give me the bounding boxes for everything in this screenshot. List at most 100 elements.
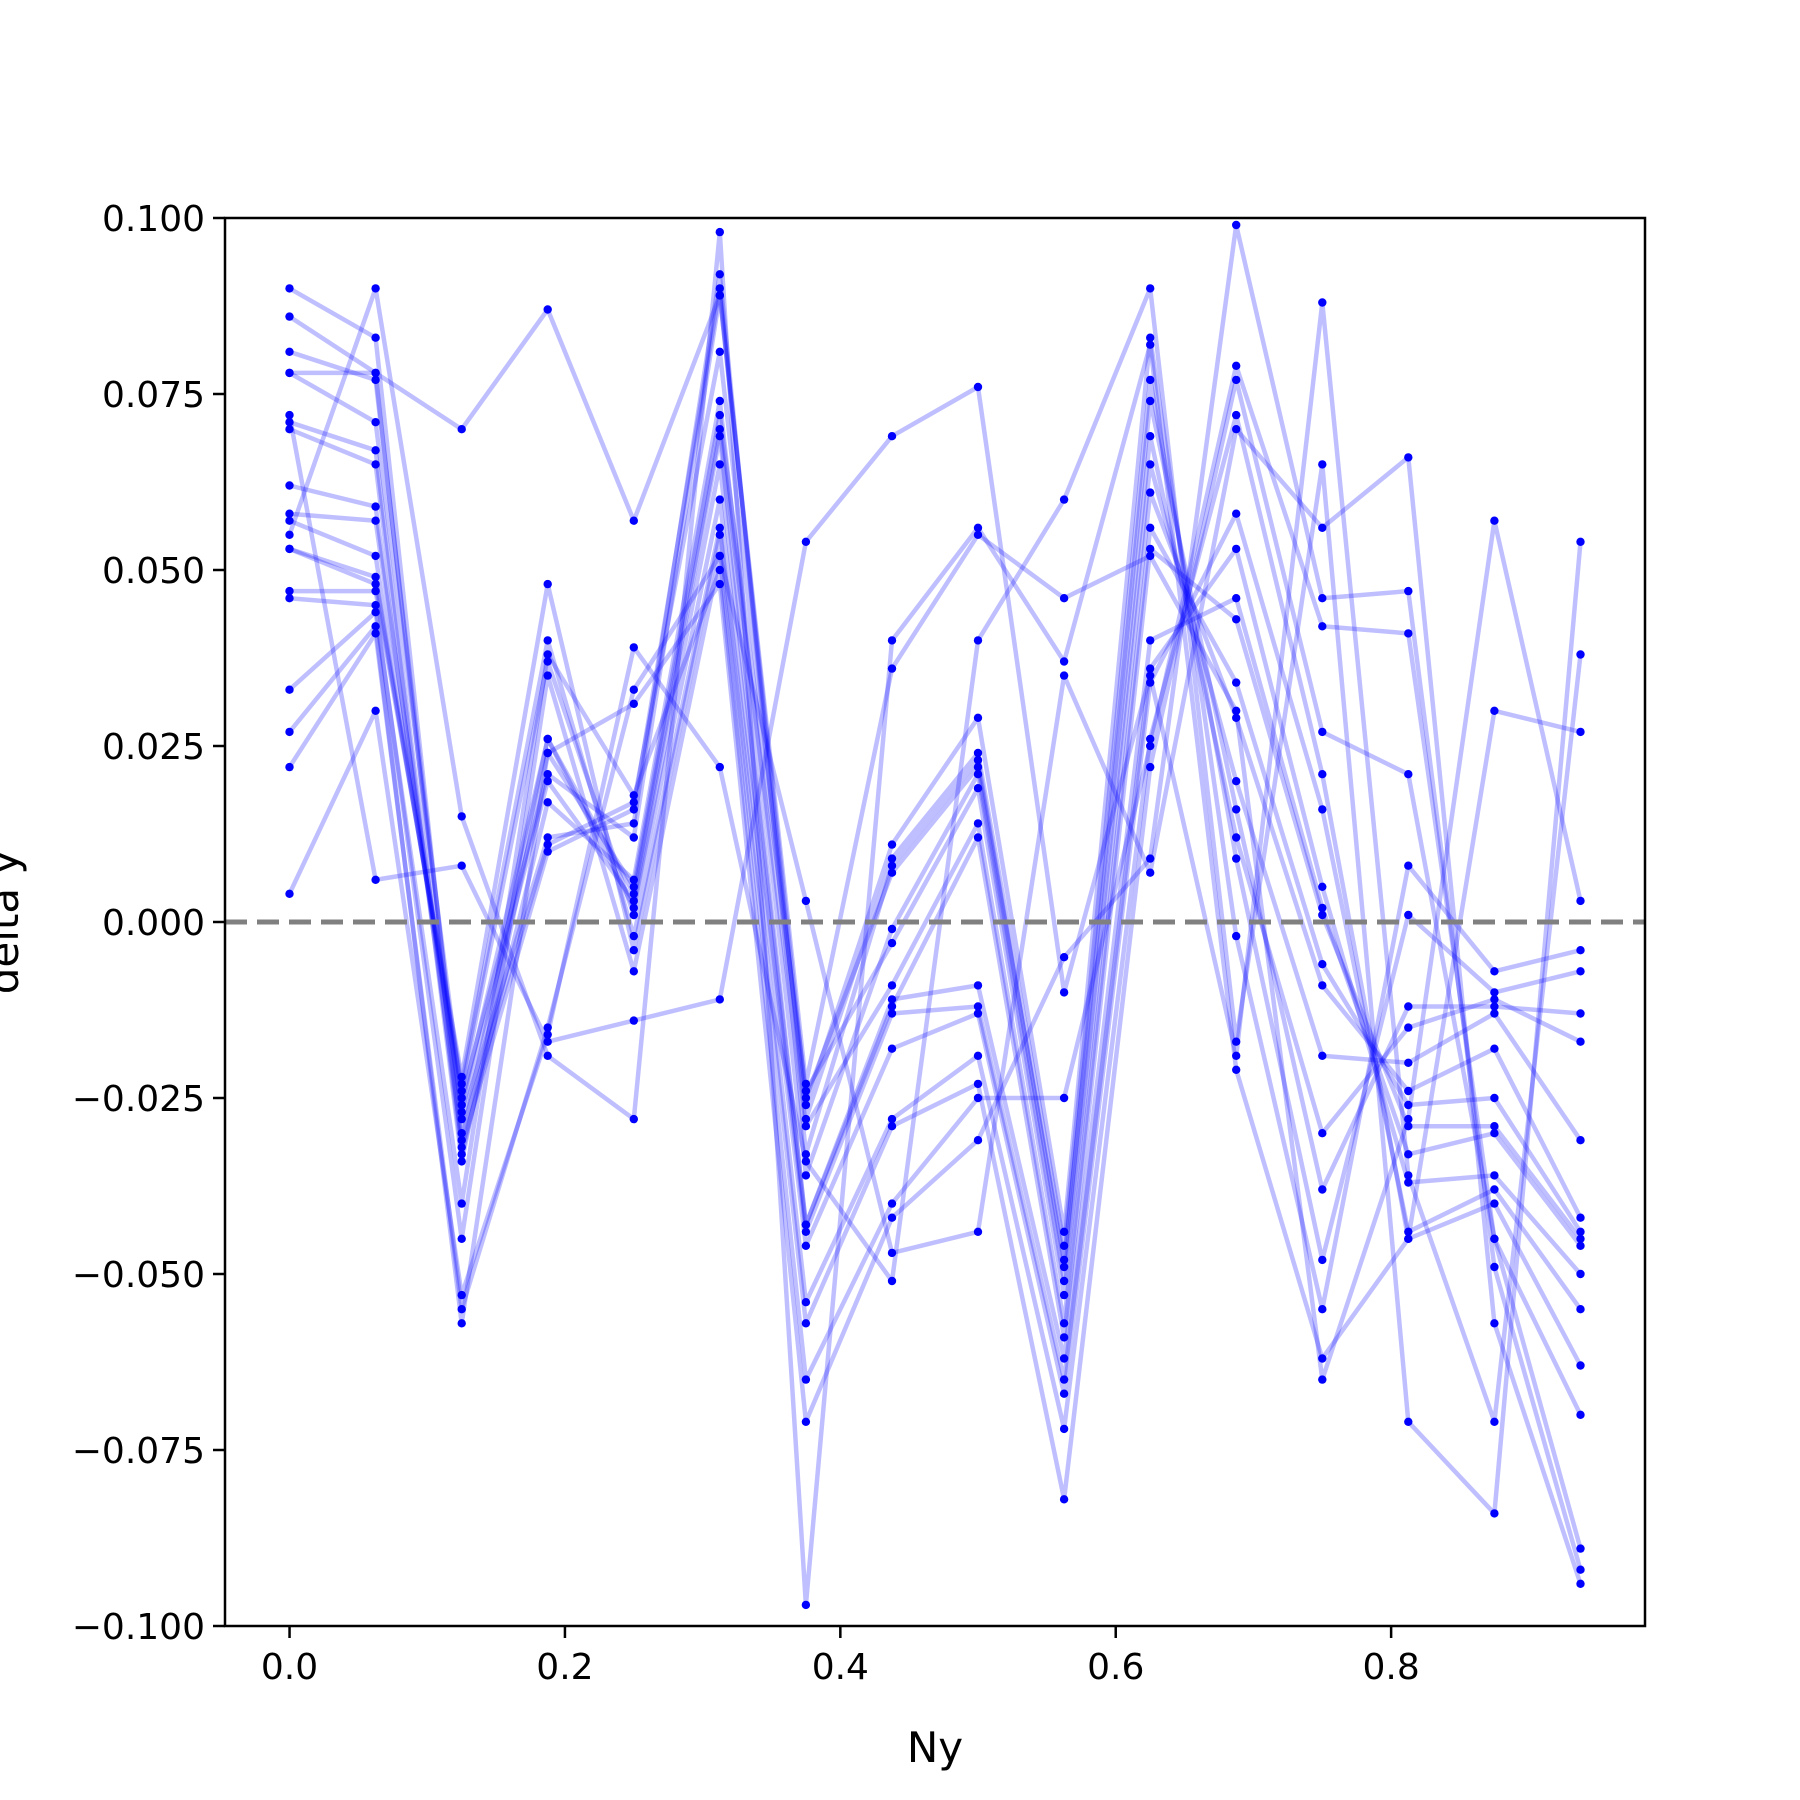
series-line-13 [289, 377, 1583, 1502]
data-point [371, 460, 380, 469]
data-point [629, 882, 638, 891]
data-point [1146, 284, 1155, 293]
data-point [973, 636, 983, 645]
data-point [973, 748, 983, 758]
data-point [1576, 1241, 1585, 1251]
series-line-3 [288, 272, 1581, 1270]
data-point [1490, 1417, 1499, 1427]
data-point [543, 650, 552, 659]
data-point [543, 657, 552, 666]
data-point [1318, 622, 1327, 631]
data-point [887, 868, 897, 877]
data-point [1318, 910, 1327, 920]
data-point [801, 1227, 811, 1237]
data-point [371, 446, 380, 455]
data-point [1059, 1227, 1069, 1237]
series-layer [287, 222, 1583, 1608]
data-point [715, 565, 724, 575]
data-point [457, 1107, 466, 1117]
data-point [1146, 551, 1155, 561]
data-point [371, 579, 380, 589]
data-point [1404, 453, 1413, 462]
data-point [1318, 1305, 1327, 1314]
data-point [801, 1241, 811, 1251]
data-point [371, 875, 380, 884]
data-point [1576, 1037, 1585, 1046]
data-point [1576, 1009, 1585, 1018]
data-point [1059, 1424, 1069, 1434]
data-point [629, 643, 638, 652]
y-tick-label: 0.075 [102, 375, 205, 416]
data-point [371, 586, 380, 596]
data-point [457, 1143, 466, 1152]
data-point [1404, 629, 1413, 638]
data-point [801, 1220, 811, 1229]
data-point [371, 572, 380, 582]
data-point [973, 770, 983, 779]
data-point [629, 791, 638, 800]
data-point [973, 1002, 983, 1011]
data-point [1576, 1565, 1585, 1574]
data-point [1146, 523, 1155, 532]
data-point [1318, 1375, 1327, 1384]
data-point [629, 805, 638, 814]
data-point [887, 1002, 897, 1011]
data-point [1490, 967, 1499, 976]
data-point [1318, 1185, 1327, 1194]
data-point [1404, 1002, 1413, 1011]
data-point [887, 1276, 897, 1286]
y-tick-label: 0.050 [102, 551, 205, 592]
data-point [1404, 1227, 1413, 1237]
data-point [887, 1009, 897, 1018]
data-point [1576, 1269, 1585, 1279]
x-tick-label: 0.6 [1087, 1647, 1144, 1688]
series-line-5 [288, 398, 1583, 1284]
data-point [457, 1150, 466, 1159]
data-point [1318, 1255, 1327, 1265]
data-point [1059, 671, 1069, 680]
series-line-18 [287, 300, 1583, 1425]
x-tick-label: 0.8 [1362, 1647, 1419, 1688]
data-point [1059, 1333, 1069, 1342]
data-point [801, 1114, 811, 1124]
y-tick-label: 0.000 [102, 903, 205, 944]
data-point [973, 784, 983, 793]
data-point [1490, 1002, 1499, 1011]
data-point [457, 1086, 466, 1096]
data-point [801, 1150, 811, 1159]
data-point [1490, 516, 1499, 525]
data-point [285, 410, 294, 420]
data-point [1404, 910, 1413, 920]
data-point [1490, 1319, 1499, 1328]
data-point [629, 889, 638, 898]
data-point [1318, 805, 1327, 814]
data-point [285, 530, 294, 539]
data-point [1404, 1417, 1413, 1427]
data-point [1318, 727, 1327, 737]
data-point [285, 889, 294, 898]
data-point [887, 938, 897, 948]
data-point [1490, 1199, 1499, 1208]
data-point [1232, 594, 1241, 603]
data-point [973, 523, 983, 532]
data-point [1146, 664, 1155, 673]
data-point [543, 847, 552, 856]
data-point [1318, 1354, 1327, 1363]
y-axis-label: delta y [0, 850, 28, 995]
data-point [973, 1136, 983, 1145]
series-line-6 [288, 412, 1583, 1298]
data-point [371, 418, 380, 427]
data-point [1232, 1037, 1241, 1046]
x-tick-label: 0.2 [536, 1647, 593, 1688]
series-line-12 [289, 412, 1583, 1432]
marker-layer [285, 220, 1585, 1610]
data-point [1059, 1241, 1069, 1251]
data-point [1232, 375, 1241, 385]
data-point [285, 509, 294, 518]
data-point [543, 636, 552, 645]
data-point [1059, 1276, 1069, 1286]
data-point [1146, 340, 1155, 349]
data-point [371, 375, 380, 385]
data-point [285, 762, 294, 772]
data-point [1576, 537, 1585, 546]
